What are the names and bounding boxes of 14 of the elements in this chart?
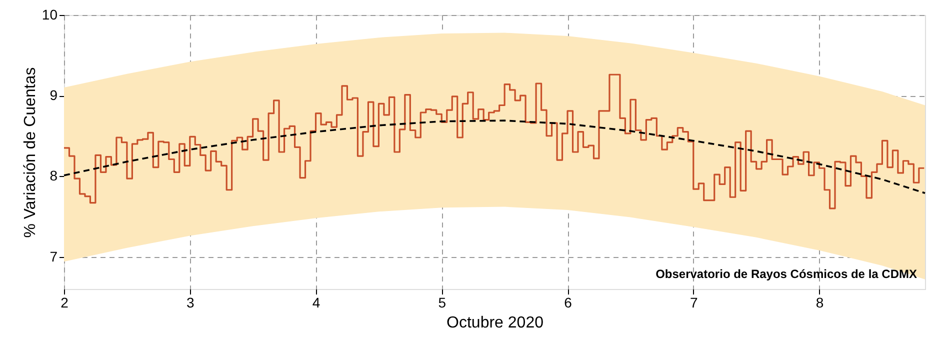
x-tick-label: 2 xyxy=(60,294,69,310)
x-tick-label: 7 xyxy=(690,294,698,310)
y-tick-label: 7 xyxy=(50,248,58,264)
x-axis-title: Octubre 2020 xyxy=(446,314,544,332)
annotation: Observatorio de Rayos Cósmicos de la CDMX xyxy=(656,267,917,281)
y-tick-label: 9 xyxy=(50,87,58,104)
x-tick-label: 5 xyxy=(438,294,446,310)
x-tick-label: 3 xyxy=(186,294,194,310)
x-tick-label: 4 xyxy=(312,294,320,310)
y-axis-title: % Variación de Cuentas xyxy=(22,67,39,238)
x-tick-label: 8 xyxy=(816,294,824,310)
x-tick-label: 6 xyxy=(564,294,572,310)
y-tick-label: 8 xyxy=(50,168,58,184)
y-tick-label: 10 xyxy=(42,6,58,22)
